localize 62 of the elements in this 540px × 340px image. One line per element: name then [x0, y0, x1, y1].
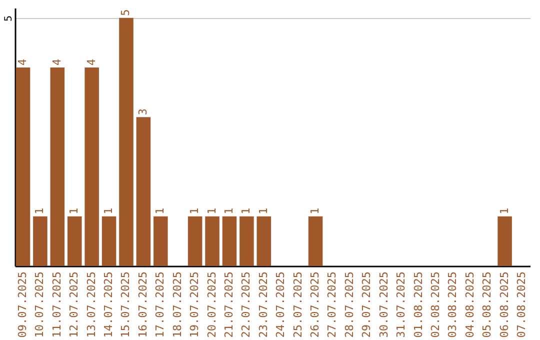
x-tick-label: 30.07.2025 — [377, 272, 390, 338]
bar — [119, 18, 134, 266]
x-tick-label: 03.08.2025 — [446, 272, 460, 338]
bar — [188, 216, 202, 266]
bar — [33, 216, 48, 266]
x-tick-label: 23.07.2025 — [256, 272, 270, 338]
data-label: 4 — [16, 58, 29, 66]
x-tick-label: 19.07.2025 — [188, 272, 202, 338]
x-tick-label: 05.08.2025 — [480, 272, 494, 338]
data-label: 3 — [136, 108, 150, 116]
x-tick-label: 22.07.2025 — [240, 272, 253, 338]
data-label: 1 — [240, 208, 253, 214]
data-label: 1 — [256, 208, 270, 214]
x-tick-label: 31.07.2025 — [394, 272, 408, 338]
bar — [84, 68, 99, 266]
x-tick-label: 20.07.2025 — [205, 272, 218, 338]
data-label: 1 — [154, 208, 167, 214]
x-tick-label: 09.07.2025 — [16, 272, 29, 338]
bar — [102, 216, 116, 266]
x-tick-label: 18.07.2025 — [170, 272, 184, 338]
data-label: 1 — [33, 208, 46, 214]
bar — [154, 216, 168, 266]
bar — [308, 216, 323, 266]
x-tick-label: 14.07.2025 — [102, 272, 116, 338]
x-tick-label: 01.08.2025 — [412, 272, 425, 338]
x-tick-label: 29.07.2025 — [360, 272, 374, 338]
bar — [240, 216, 254, 266]
x-tick-label: 16.07.2025 — [136, 272, 150, 338]
x-tick-label: 12.07.2025 — [68, 272, 81, 338]
x-tick-label: 15.07.2025 — [119, 272, 132, 338]
x-tick-label: 24.07.2025 — [274, 272, 288, 338]
bar — [222, 216, 237, 266]
x-tick-label: 02.08.2025 — [428, 272, 442, 338]
x-tick-label: 10.07.2025 — [33, 272, 46, 338]
x-tick-label: 13.07.2025 — [84, 272, 98, 338]
bar — [50, 68, 65, 266]
data-label: 1 — [102, 208, 116, 214]
x-tick-label: 07.08.2025 — [515, 272, 528, 338]
data-label: 1 — [498, 208, 511, 214]
bar — [205, 216, 220, 266]
x-tick-label: 04.08.2025 — [463, 272, 476, 338]
x-tick-label: 17.07.2025 — [154, 272, 167, 338]
x-tick-label: 21.07.2025 — [222, 272, 236, 338]
x-tick-label: 06.08.2025 — [498, 272, 511, 338]
data-label: 5 — [119, 9, 132, 16]
data-label: 1 — [308, 208, 322, 214]
data-label: 1 — [205, 208, 218, 214]
bar — [136, 117, 151, 266]
x-tick-label: 11.07.2025 — [50, 272, 64, 338]
data-label: 4 — [50, 58, 64, 66]
bar — [256, 216, 272, 266]
data-label: 1 — [222, 208, 236, 214]
data-label: 4 — [84, 58, 98, 66]
x-tick-label: 27.07.2025 — [326, 272, 339, 338]
bar — [16, 68, 30, 266]
data-label: 1 — [188, 208, 202, 214]
x-tick-label: 26.07.2025 — [308, 272, 322, 338]
bar — [498, 216, 512, 266]
data-label: 1 — [68, 208, 81, 214]
x-tick-label: 25.07.2025 — [291, 272, 304, 338]
bar — [67, 216, 82, 266]
x-tick-label: 28.07.2025 — [342, 272, 356, 338]
